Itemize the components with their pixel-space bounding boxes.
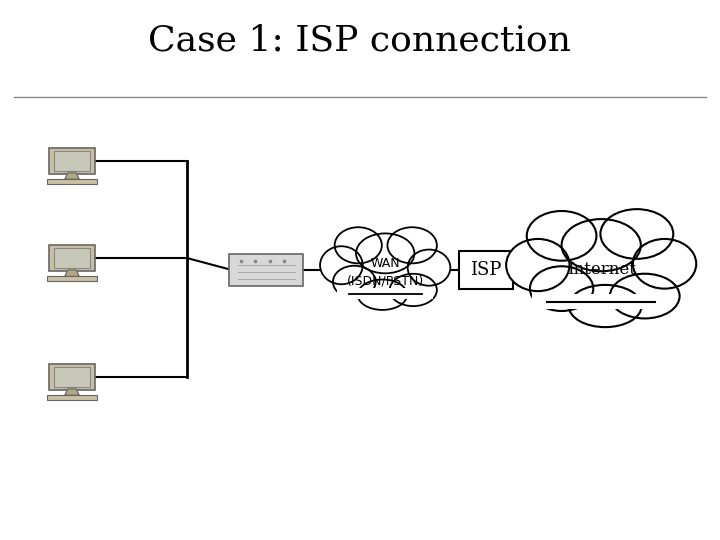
Text: Internet: Internet [567, 261, 636, 279]
FancyBboxPatch shape [459, 251, 513, 289]
FancyBboxPatch shape [47, 179, 97, 184]
Ellipse shape [506, 239, 570, 291]
Text: ISP: ISP [470, 261, 502, 279]
Polygon shape [65, 270, 79, 276]
Ellipse shape [562, 219, 641, 271]
Ellipse shape [358, 280, 407, 310]
Ellipse shape [633, 239, 696, 288]
Ellipse shape [408, 249, 450, 286]
Ellipse shape [333, 266, 376, 298]
Ellipse shape [356, 233, 415, 273]
Polygon shape [65, 173, 79, 179]
Ellipse shape [335, 227, 382, 264]
FancyBboxPatch shape [54, 151, 90, 171]
FancyBboxPatch shape [54, 248, 90, 268]
FancyBboxPatch shape [338, 288, 433, 299]
FancyBboxPatch shape [531, 294, 671, 308]
Ellipse shape [387, 227, 437, 264]
FancyBboxPatch shape [229, 254, 304, 286]
FancyBboxPatch shape [50, 364, 94, 390]
Ellipse shape [390, 274, 437, 306]
Text: (ISDN/PSTN): (ISDN/PSTN) [346, 274, 424, 287]
FancyBboxPatch shape [47, 276, 97, 281]
FancyBboxPatch shape [54, 367, 90, 387]
Text: Case 1: ISP connection: Case 1: ISP connection [148, 24, 572, 57]
FancyBboxPatch shape [50, 148, 94, 174]
Ellipse shape [320, 246, 363, 284]
Ellipse shape [569, 285, 642, 327]
Polygon shape [65, 389, 79, 395]
Ellipse shape [530, 266, 593, 311]
Ellipse shape [610, 274, 680, 319]
FancyBboxPatch shape [47, 395, 97, 400]
FancyBboxPatch shape [541, 242, 661, 298]
FancyBboxPatch shape [50, 245, 94, 271]
FancyBboxPatch shape [345, 248, 426, 292]
Ellipse shape [600, 209, 673, 259]
Ellipse shape [527, 211, 596, 261]
Text: WAN: WAN [370, 257, 400, 270]
